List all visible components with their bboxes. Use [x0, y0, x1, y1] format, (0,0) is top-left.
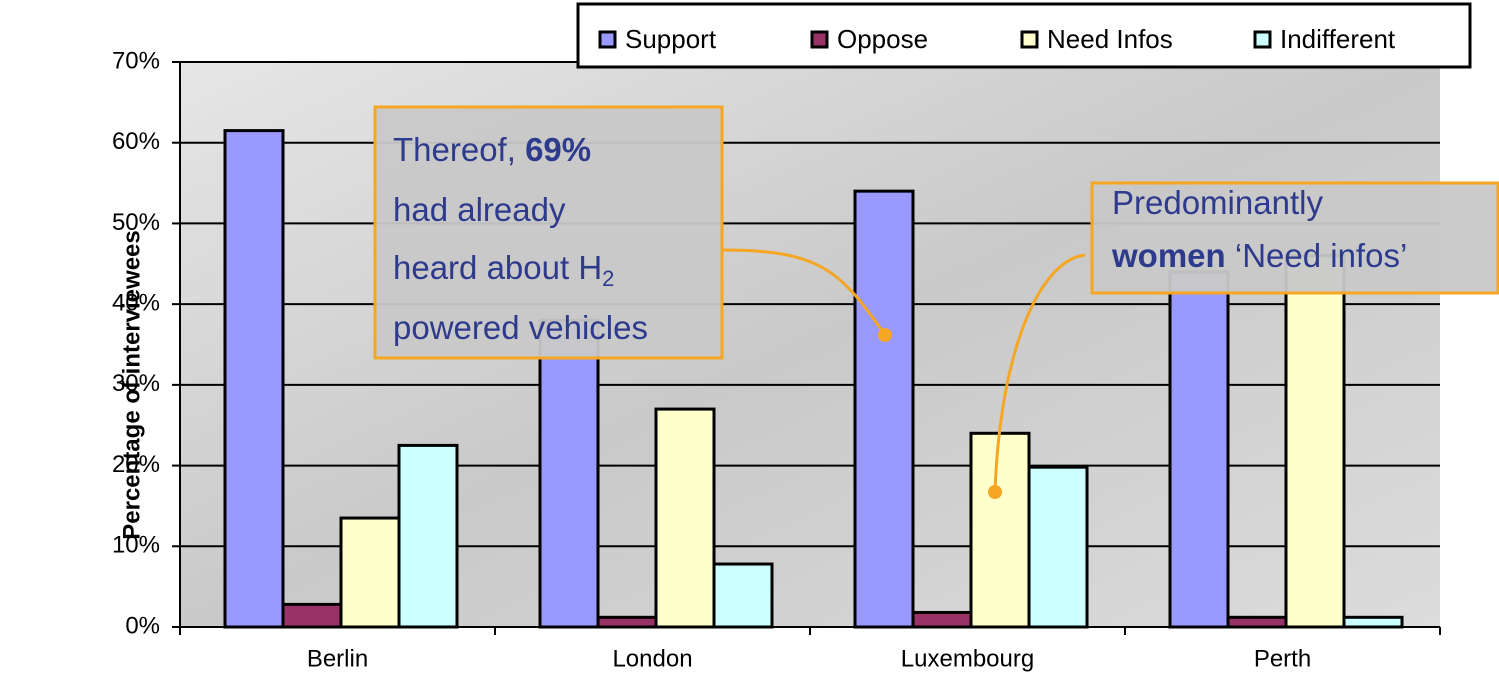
- y-axis-label: Percentage of interviewees: [118, 230, 145, 539]
- callout-segment: Thereof,: [393, 131, 525, 168]
- y-tick-label: 10%: [112, 532, 160, 559]
- legend-label: Need Infos: [1047, 24, 1173, 54]
- y-tick-label: 0%: [125, 612, 160, 639]
- y-tick-label: 20%: [112, 451, 160, 478]
- connector: [993, 253, 1086, 493]
- connector-dot: [878, 328, 892, 342]
- bar: [654, 407, 716, 629]
- bar: [911, 610, 973, 629]
- callout-segment: women: [1111, 237, 1226, 274]
- y-tick-label: 40%: [112, 289, 160, 316]
- bar: [596, 615, 658, 629]
- bar: [1226, 615, 1288, 629]
- callout-text: Thereof, 69%: [393, 131, 591, 168]
- callout-segment: 69%: [525, 131, 591, 168]
- legend-label: Oppose: [837, 24, 928, 54]
- bar: [281, 602, 343, 629]
- legend-swatch: [810, 30, 829, 49]
- bar: [712, 562, 774, 629]
- callout-segment: powered vehicles: [393, 309, 648, 346]
- callout-segment: 2: [602, 266, 614, 291]
- bar: [1284, 254, 1346, 629]
- legend-label: Indifferent: [1280, 24, 1396, 54]
- bar: [1342, 615, 1404, 629]
- y-tick-label: 60%: [112, 128, 160, 155]
- bar: [223, 129, 285, 629]
- callout-segment: ‘Need infos’: [1226, 237, 1408, 274]
- callout-segment: Predominantly: [1112, 184, 1323, 221]
- y-tick-label: 50%: [112, 209, 160, 236]
- y-tick-label: 70%: [112, 47, 160, 74]
- callout-text: women ‘Need infos’: [1111, 237, 1407, 274]
- x-tick-label: Perth: [1254, 645, 1311, 672]
- legend-label: Support: [625, 24, 717, 54]
- callout-segment: had already: [393, 191, 566, 228]
- callout-text: powered vehicles: [393, 309, 648, 346]
- connector: [721, 248, 887, 336]
- x-tick-label: Berlin: [307, 645, 368, 672]
- y-tick-label: 30%: [112, 370, 160, 397]
- callout-box: [373, 105, 724, 360]
- bar: [1168, 270, 1230, 629]
- bar: [538, 318, 600, 629]
- x-tick-label: Luxembourg: [901, 645, 1034, 672]
- connector-dot: [988, 485, 1002, 499]
- callout-segment: heard about H: [393, 249, 602, 286]
- bar: [1027, 465, 1089, 629]
- bar: [397, 443, 459, 629]
- bar: [969, 431, 1031, 629]
- bar: [339, 516, 401, 629]
- legend-swatch: [1020, 30, 1039, 49]
- callout-box: [1090, 181, 1499, 295]
- legend-swatch: [598, 30, 617, 49]
- callout-text: heard about H2: [393, 249, 614, 291]
- x-tick-label: London: [612, 645, 692, 672]
- callout-text: Predominantly: [1112, 184, 1323, 221]
- legend-swatch: [1253, 30, 1272, 49]
- bar: [853, 189, 915, 629]
- callout-text: had already: [393, 191, 566, 228]
